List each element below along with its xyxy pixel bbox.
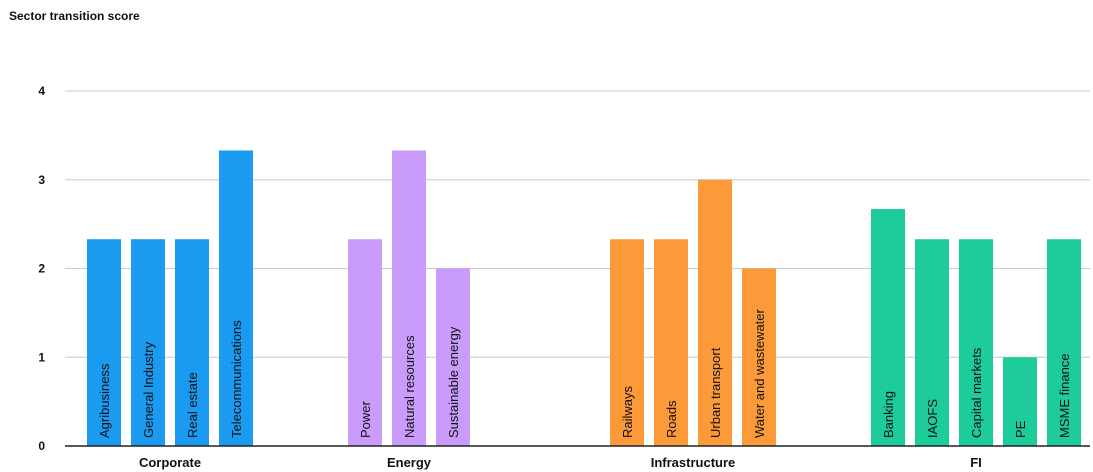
bar-label: Urban transport [708, 347, 723, 438]
bar-msme-finance [1047, 239, 1081, 446]
bar-agribusiness [87, 239, 121, 446]
bar-water-and-wastewater [742, 268, 776, 446]
bar-label: Natural resources [402, 335, 417, 438]
bar-label: Power [358, 400, 373, 438]
bar-pe [1003, 357, 1037, 446]
group-label: Energy [387, 455, 432, 470]
bar-labels: Agribusiness General Industry Real estate T… [97, 308, 1072, 438]
group-label: Corporate [139, 455, 201, 470]
y-tick-label: 4 [38, 84, 45, 98]
bar-power [348, 239, 382, 446]
y-tick-label: 1 [38, 350, 45, 364]
bar-label: PE [1013, 420, 1028, 438]
bar-label: MSME finance [1057, 353, 1072, 438]
bar-label: Banking [881, 391, 896, 438]
y-axis-ticks: 0 1 2 3 4 [38, 84, 45, 453]
bar-capital-markets [959, 239, 993, 446]
bar-sustainable-energy [436, 268, 470, 446]
y-tick-label: 0 [38, 439, 45, 453]
bar-label: Real estate [185, 372, 200, 438]
bar-label: Capital markets [969, 347, 984, 438]
bar-label: Roads [664, 400, 679, 438]
bar-label: Agribusiness [97, 363, 112, 438]
bar-roads [654, 239, 688, 446]
bar-railways [610, 239, 644, 446]
group-label: Infrastructure [651, 455, 736, 470]
bar-general-industry [131, 239, 165, 446]
bar-label: Water and wastewater [752, 308, 767, 438]
bar-iaofs [915, 239, 949, 446]
bar-label: Sustainable energy [446, 326, 461, 438]
group-labels: Corporate Energy Infrastructure FI [139, 455, 982, 470]
bar-label: Railways [620, 385, 635, 438]
bar-real-estate [175, 239, 209, 446]
bar-banking [871, 209, 905, 446]
bar-telecommunications [219, 150, 253, 446]
bar-label: General Industry [141, 341, 156, 438]
chart-title: Sector transition score [9, 9, 140, 23]
bars [87, 150, 1081, 446]
bar-natural-resources [392, 150, 426, 446]
bar-label: IAOFS [925, 399, 940, 438]
bar-label: Telecommunications [229, 320, 244, 438]
bar-urban-transport [698, 179, 732, 446]
group-label: FI [970, 455, 982, 470]
y-tick-label: 2 [38, 262, 45, 276]
y-tick-label: 3 [38, 173, 45, 187]
